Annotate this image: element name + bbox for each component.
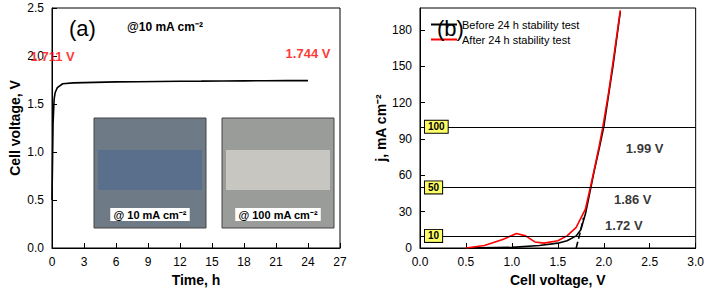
svg-text:0.0: 0.0 <box>27 241 44 255</box>
svg-text:24: 24 <box>301 255 315 269</box>
svg-text:0: 0 <box>49 255 56 269</box>
svg-text:0: 0 <box>405 241 412 255</box>
svg-text:Cell voltage, V: Cell voltage, V <box>7 79 23 175</box>
svg-text:1.5: 1.5 <box>27 97 44 111</box>
svg-text:2.0: 2.0 <box>595 255 612 269</box>
svg-text:50: 50 <box>428 182 440 193</box>
svg-text:100: 100 <box>428 121 445 132</box>
svg-text:Before 24 h stability test: Before 24 h stability test <box>462 19 579 31</box>
svg-text:1.5: 1.5 <box>549 255 566 269</box>
svg-text:Cell voltage, V: Cell voltage, V <box>510 272 606 288</box>
svg-text:1.711 V: 1.711 V <box>31 49 75 64</box>
svg-text:(b): (b) <box>437 16 464 41</box>
svg-text:60: 60 <box>399 168 413 182</box>
svg-text:10: 10 <box>428 230 440 241</box>
svg-text:(a): (a) <box>69 16 96 41</box>
svg-text:1.72 V: 1.72 V <box>605 218 643 233</box>
svg-text:180: 180 <box>392 23 412 37</box>
svg-text:1.744 V: 1.744 V <box>286 46 331 61</box>
svg-text:3.0: 3.0 <box>687 255 704 269</box>
svg-text:Time, h: Time, h <box>172 272 221 288</box>
svg-text:2.5: 2.5 <box>27 1 44 15</box>
svg-text:90: 90 <box>399 132 413 146</box>
svg-text:0.0: 0.0 <box>412 255 429 269</box>
svg-text:0.5: 0.5 <box>458 255 475 269</box>
svg-text:0.5: 0.5 <box>27 193 44 207</box>
svg-text:15: 15 <box>205 255 219 269</box>
svg-text:@ 10 mA cm⁻²: @ 10 mA cm⁻² <box>113 209 186 221</box>
svg-text:6: 6 <box>113 255 120 269</box>
svg-text:After 24 h stability test: After 24 h stability test <box>462 34 570 46</box>
svg-text:1.0: 1.0 <box>504 255 521 269</box>
svg-text:21: 21 <box>269 255 283 269</box>
svg-text:30: 30 <box>399 205 413 219</box>
svg-text:3: 3 <box>81 255 88 269</box>
svg-text:120: 120 <box>392 96 412 110</box>
svg-text:@ 100 mA cm⁻²: @ 100 mA cm⁻² <box>238 209 317 221</box>
svg-text:12: 12 <box>173 255 187 269</box>
svg-text:9: 9 <box>145 255 152 269</box>
svg-text:@10 mA cm⁻²: @10 mA cm⁻² <box>127 20 203 34</box>
svg-text:j, mA cm⁻²: j, mA cm⁻² <box>373 94 389 163</box>
svg-text:2.5: 2.5 <box>641 255 658 269</box>
svg-text:1.86 V: 1.86 V <box>614 192 652 207</box>
svg-text:1.0: 1.0 <box>27 145 44 159</box>
svg-text:27: 27 <box>333 255 347 269</box>
svg-text:18: 18 <box>237 255 251 269</box>
svg-text:150: 150 <box>392 59 412 73</box>
svg-text:1.99 V: 1.99 V <box>626 141 664 156</box>
